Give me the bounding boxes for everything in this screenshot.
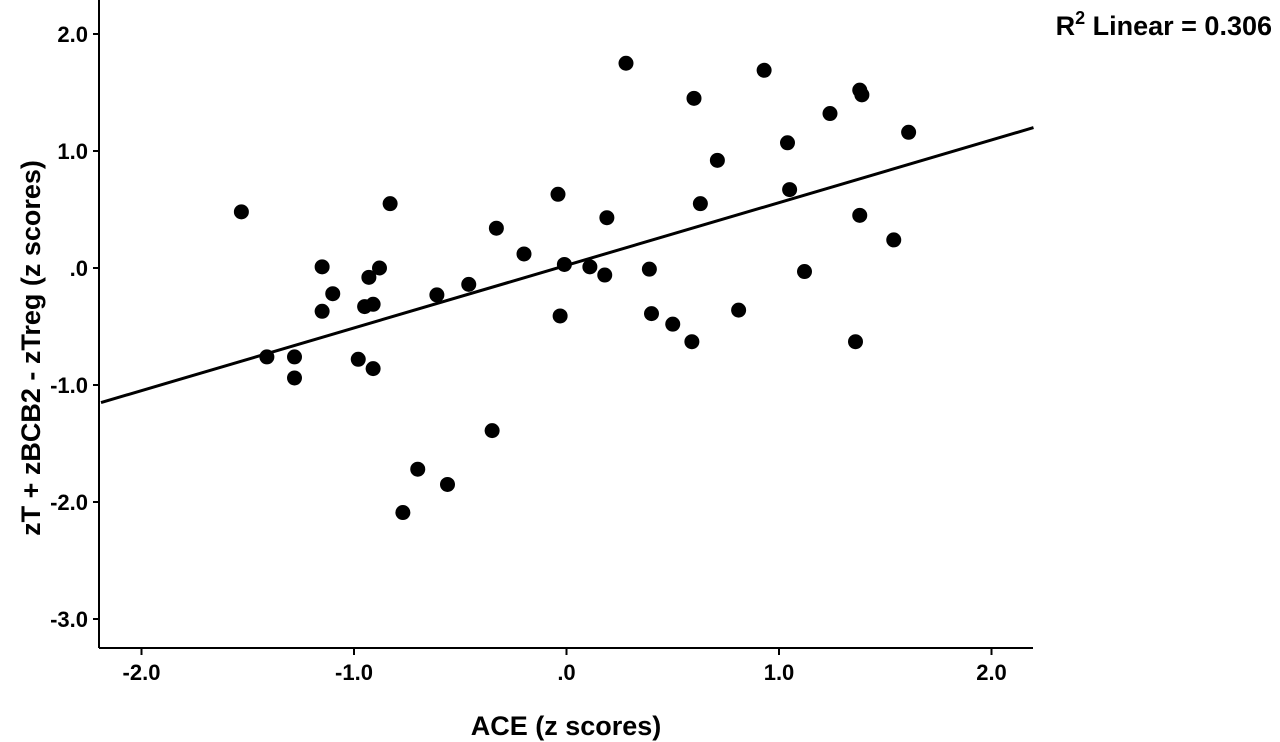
data-point [644, 306, 659, 322]
data-point [886, 232, 902, 248]
data-point [395, 505, 411, 521]
data-point [684, 334, 700, 350]
x-tick-label: -2.0 [123, 660, 161, 685]
r-superscript: 2 [1075, 8, 1085, 28]
y-ticks: 2.0 1.0 .0 -1.0 -2.0 -3.0 [50, 22, 99, 632]
y-tick-label: .0 [70, 256, 88, 281]
data-point [365, 361, 381, 377]
data-point [461, 276, 477, 292]
data-point [314, 303, 330, 319]
data-point [709, 152, 725, 168]
data-point [797, 264, 812, 280]
data-point [848, 334, 863, 350]
data-point [901, 124, 917, 140]
x-tick-label: 1.0 [764, 660, 795, 685]
data-point [410, 461, 426, 477]
data-point [440, 476, 455, 492]
x-tick-label: .0 [557, 660, 575, 685]
data-point [287, 349, 302, 365]
data-point [361, 269, 377, 285]
data-point [599, 210, 615, 226]
data-point [484, 423, 500, 439]
y-tick-label: 1.0 [57, 139, 88, 164]
data-point [365, 296, 381, 312]
data-point [756, 62, 772, 78]
data-point [665, 316, 681, 332]
r-squared-text: Linear = 0.306 [1085, 11, 1272, 41]
data-point [429, 287, 445, 303]
data-point [314, 259, 330, 275]
data-point [488, 220, 504, 236]
x-tick-label: 2.0 [976, 660, 1007, 685]
data-point [782, 182, 798, 198]
y-tick-label: -3.0 [50, 607, 88, 632]
data-point [692, 196, 708, 212]
r-squared-annotation: R2 Linear = 0.306 [1056, 8, 1272, 41]
data-point [852, 207, 868, 223]
y-tick-label: 2.0 [57, 22, 88, 47]
data-point [597, 267, 613, 283]
data-point [550, 186, 566, 202]
data-point [854, 87, 870, 103]
data-point [641, 261, 657, 277]
axes [98, 0, 1033, 649]
data-point [350, 351, 366, 367]
data-point [382, 196, 398, 212]
data-point [618, 55, 634, 71]
x-ticks: -2.0 -1.0 .0 1.0 2.0 [123, 648, 1007, 685]
data-point [556, 256, 572, 272]
y-axis-title: zT + zBCB2 - zTreg (z scores) [16, 160, 46, 536]
x-tick-label: -1.0 [335, 660, 373, 685]
data-point [287, 370, 302, 386]
data-point [372, 260, 387, 276]
y-tick-label: -1.0 [50, 373, 88, 398]
data-point [582, 259, 598, 275]
r-label: R [1056, 11, 1076, 41]
data-point [552, 308, 568, 324]
data-point [233, 204, 249, 220]
data-point [325, 286, 341, 302]
data-point [731, 302, 747, 318]
x-axis-title: ACE (z scores) [471, 711, 662, 741]
data-point [822, 106, 838, 122]
data-point [780, 135, 795, 151]
data-points [233, 55, 917, 521]
data-point [259, 349, 275, 365]
data-point [686, 90, 702, 106]
data-point [516, 246, 532, 262]
y-tick-label: -2.0 [50, 490, 88, 515]
